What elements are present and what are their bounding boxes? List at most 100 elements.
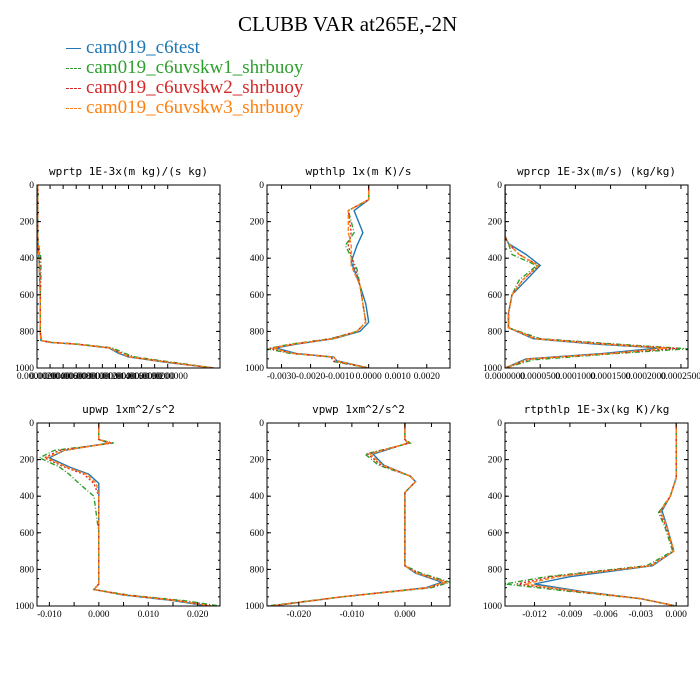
x-tick-label: 0.0120000 (95, 372, 136, 382)
series-line (267, 185, 370, 368)
y-tick-label: 600 (250, 291, 265, 301)
series-line (269, 423, 450, 606)
series-line (534, 423, 677, 606)
y-tick-label: 200 (488, 456, 503, 466)
legend-swatch (66, 68, 81, 70)
x-tick-label: 0.0020000 (30, 372, 71, 382)
x-tick-label: 0.0002500 (661, 372, 700, 382)
series-line (271, 423, 448, 606)
series-line (42, 423, 213, 606)
plot-frame (504, 184, 689, 369)
y-tick-label: 1000 (15, 602, 34, 612)
x-tick-label: -0.0020 (296, 372, 326, 382)
y-tick-label: 1000 (483, 364, 502, 374)
y-tick-label: 600 (20, 529, 35, 539)
panel: rtpthlp 1E-3x(kg K)/kg 0 200 400 600 800 1000 -… (483, 403, 689, 620)
x-tick-label: 0.0000000 (485, 372, 526, 382)
y-tick-label: 0 (497, 419, 502, 429)
y-tick-label: 400 (250, 254, 265, 264)
x-tick-label: 0.0040000 (43, 372, 84, 382)
y-tick-label: 400 (488, 492, 503, 502)
y-tick-label: 1000 (15, 364, 34, 374)
plot-frame (36, 184, 221, 369)
y-tick-label: 800 (488, 565, 503, 575)
legend-swatch (66, 48, 81, 50)
x-tick-label: 0.0160000 (121, 372, 162, 382)
y-tick-label: 800 (20, 565, 35, 575)
series-group (267, 185, 370, 368)
y-tick-label: 200 (20, 218, 35, 228)
x-tick-label: 0.0000500 (520, 372, 561, 382)
series-line (37, 185, 214, 368)
panel: wprcp 1E-3x(m/s) (kg/kg) 0 200 400 600 800 100… (483, 165, 700, 382)
y-tick-label: 0 (259, 419, 264, 429)
x-tick-label: -0.010 (37, 610, 62, 620)
series-line (37, 185, 214, 368)
series-group (267, 423, 450, 606)
y-tick-label: 800 (250, 565, 265, 575)
x-tick-label: 0.0180000 (134, 372, 175, 382)
series-line (272, 185, 370, 368)
x-tick-label: 0.020 (187, 610, 209, 620)
series-line (505, 423, 677, 606)
series-line (505, 185, 688, 368)
x-tick-label: -0.0010 (325, 372, 355, 382)
panel-title: vpwp 1xm^2/s^2 (312, 403, 405, 416)
panel-title: upwp 1xm^2/s^2 (82, 403, 175, 416)
plot-frame (266, 422, 451, 607)
series-line (47, 423, 208, 606)
legend-entry: cam019_c6test (66, 38, 303, 58)
x-tick-label: -0.0030 (267, 372, 297, 382)
legend-swatch (66, 108, 81, 110)
x-tick-label: -0.020 (287, 610, 312, 620)
y-tick-label: 400 (250, 492, 265, 502)
y-tick-label: 200 (250, 218, 265, 228)
figure-title: CLUBB VAR at265E,-2N (238, 12, 458, 36)
y-tick-label: 800 (20, 327, 35, 337)
x-tick-label: 0.0100000 (82, 372, 123, 382)
y-tick-label: 1000 (245, 364, 264, 374)
y-tick-label: 200 (20, 456, 35, 466)
legend-swatch (66, 88, 81, 90)
panel-title: rtpthlp 1E-3x(kg K)/kg (524, 403, 670, 416)
x-tick-label: 0.0080000 (69, 372, 110, 382)
y-tick-label: 400 (20, 254, 35, 264)
y-tick-label: 0 (29, 181, 34, 191)
x-tick-label: 0.0140000 (108, 372, 149, 382)
y-tick-label: 400 (20, 492, 35, 502)
panel-title: wprtp 1E-3x(m kg)/(s kg) (49, 165, 208, 178)
series-line (505, 185, 667, 368)
series-line (505, 185, 678, 368)
x-tick-label: 0.0200000 (148, 372, 189, 382)
x-tick-label: 0.0002000 (626, 372, 667, 382)
series-line (272, 423, 445, 606)
x-tick-label: 0.000 (394, 610, 416, 620)
y-tick-label: 1000 (483, 602, 502, 612)
panel-title: wprcp 1E-3x(m/s) (kg/kg) (517, 165, 676, 178)
y-tick-label: 800 (250, 327, 265, 337)
legend-label: cam019_c6test (86, 37, 200, 58)
y-tick-label: 0 (497, 181, 502, 191)
y-tick-label: 1000 (245, 602, 264, 612)
panel: vpwp 1xm^2/s^2 0 200 400 600 800 1000 -0.020 -0.… (245, 403, 451, 620)
series-group (505, 423, 677, 606)
y-tick-label: 600 (488, 291, 503, 301)
series-line (516, 423, 677, 606)
plot-frame (266, 184, 451, 369)
x-tick-label: -0.009 (558, 610, 583, 620)
x-tick-label: -0.012 (522, 610, 547, 620)
x-tick-label: -0.006 (593, 610, 618, 620)
series-line (45, 423, 211, 606)
y-tick-label: 0 (259, 181, 264, 191)
x-tick-label: 0.010 (138, 610, 160, 620)
series-line (524, 423, 677, 606)
x-tick-label: 0.0001500 (590, 372, 631, 382)
legend-entry: cam019_c6uvskw1_shrbuoy (66, 58, 303, 78)
x-tick-label: -0.010 (340, 610, 365, 620)
legend-entry: cam019_c6uvskw3_shrbuoy (66, 98, 303, 118)
x-tick-label: 0.0001000 (555, 372, 596, 382)
y-tick-label: 600 (250, 529, 265, 539)
series-line (37, 423, 220, 606)
legend-entry: cam019_c6uvskw2_shrbuoy (66, 78, 303, 98)
